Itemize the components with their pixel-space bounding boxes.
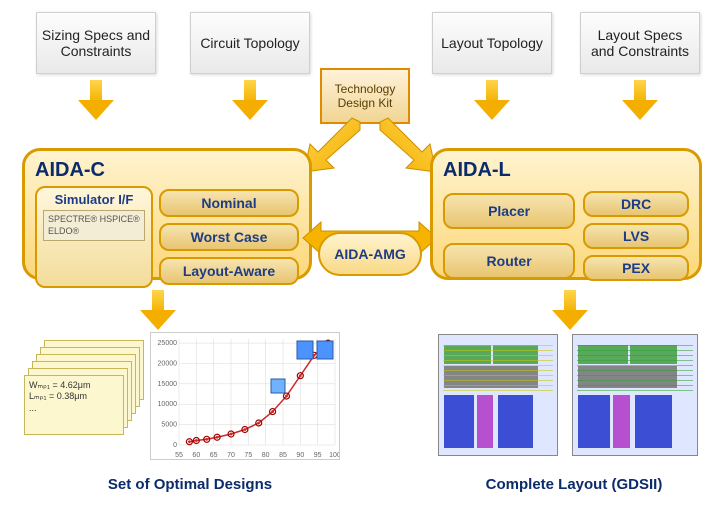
arrow-aidal-down — [552, 290, 588, 330]
panel-aida-c-title: AIDA-C — [35, 159, 299, 182]
box-router: Router — [443, 243, 575, 279]
panel-aida-c: AIDA-C Simulator I/F SPECTRE® HSPICE® EL… — [22, 148, 312, 280]
svg-text:15000: 15000 — [158, 381, 178, 388]
svg-text:10000: 10000 — [158, 401, 178, 408]
arrow-ctopo-down — [232, 80, 268, 120]
svg-text:80: 80 — [262, 452, 270, 459]
box-pex: PEX — [583, 255, 689, 281]
svg-text:65: 65 — [210, 452, 218, 459]
box-layout-specs-label: Layout Specs and Constraints — [585, 27, 695, 59]
box-tdk: Technology Design Kit — [320, 68, 410, 124]
box-simulator-if-title: Simulator I/F — [43, 192, 145, 207]
arrow-sizing-down — [78, 80, 114, 120]
box-layout-specs: Layout Specs and Constraints — [580, 12, 700, 74]
svg-text:90: 90 — [296, 452, 304, 459]
optimal-designs-chart: 0 5000 10000 15000 20000 25000 55 60 65 70 75 80 85 9… — [150, 332, 340, 460]
box-lvs: LVS — [583, 223, 689, 249]
box-sizing-specs: Sizing Specs and Constraints — [36, 12, 156, 74]
box-placer: Placer — [443, 193, 575, 229]
svg-text:100: 100 — [329, 452, 340, 459]
box-worst-case: Worst Case — [159, 223, 299, 251]
box-simulator-list: SPECTRE® HSPICE® ELDO® — [43, 210, 145, 241]
box-simulator-if: Simulator I/F SPECTRE® HSPICE® ELDO® — [35, 186, 153, 288]
box-layout-topology-label: Layout Topology — [441, 35, 543, 51]
svg-text:55: 55 — [175, 452, 183, 459]
box-circuit-topology-label: Circuit Topology — [200, 35, 299, 51]
svg-text:60: 60 — [192, 452, 200, 459]
oval-aida-amg-label: AIDA-AMG — [334, 246, 406, 262]
caption-complete-layout: Complete Layout (GDSII) — [454, 476, 694, 493]
svg-text:25000: 25000 — [158, 340, 178, 347]
arrow-lspecs-down — [622, 80, 658, 120]
caption-optimal-designs: Set of Optimal Designs — [70, 476, 310, 493]
svg-text:95: 95 — [314, 452, 322, 459]
svg-text:85: 85 — [279, 452, 287, 459]
oval-aida-amg: AIDA-AMG — [318, 232, 422, 276]
card-l: Lₘₚ₁ = 0.38μm — [29, 391, 119, 402]
panel-aida-l-title: AIDA-L — [443, 159, 689, 182]
optimal-designs-cards: Wₘₚ₁ = 4.62μm Lₘₚ₁ = 0.38μm ... — [26, 340, 136, 420]
arrow-ltopo-down — [474, 80, 510, 120]
layout-render-2 — [572, 334, 698, 456]
box-tdk-label: Technology Design Kit — [326, 82, 404, 110]
box-layout-aware: Layout-Aware — [159, 257, 299, 285]
svg-text:75: 75 — [244, 452, 252, 459]
card-more: ... — [29, 403, 119, 414]
svg-text:70: 70 — [227, 452, 235, 459]
layout-render-1 — [438, 334, 558, 456]
panel-aida-l: AIDA-L Placer Router DRC LVS PEX — [430, 148, 702, 280]
svg-text:5000: 5000 — [161, 422, 177, 429]
card-w: Wₘₚ₁ = 4.62μm — [29, 380, 119, 391]
box-sizing-specs-label: Sizing Specs and Constraints — [41, 27, 151, 59]
box-layout-topology: Layout Topology — [432, 12, 552, 74]
box-drc: DRC — [583, 191, 689, 217]
box-nominal: Nominal — [159, 189, 299, 217]
svg-text:0: 0 — [173, 442, 177, 449]
svg-text:20000: 20000 — [158, 360, 178, 367]
box-circuit-topology: Circuit Topology — [190, 12, 310, 74]
arrow-aidac-down — [140, 290, 176, 330]
